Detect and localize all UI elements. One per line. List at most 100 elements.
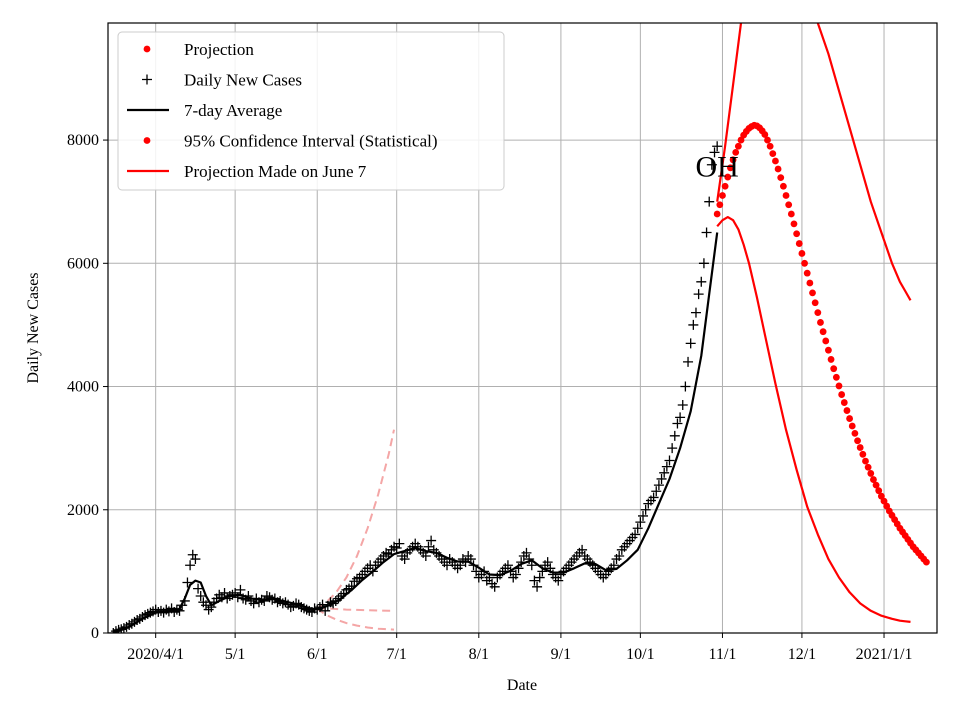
data-point xyxy=(777,174,785,182)
y-tick-label: 0 xyxy=(91,625,99,642)
data-point xyxy=(214,589,225,600)
data-point xyxy=(108,628,119,633)
data-point xyxy=(793,230,801,238)
data-point xyxy=(216,592,227,603)
data-point xyxy=(264,592,275,603)
data-point xyxy=(230,587,241,598)
data-point xyxy=(325,597,336,608)
data-point xyxy=(696,276,707,287)
data-point xyxy=(721,182,729,190)
data-point xyxy=(129,616,140,627)
data-point xyxy=(235,584,246,595)
data-point xyxy=(734,142,742,150)
data-point xyxy=(838,391,846,398)
x-tick-label: 12/1 xyxy=(788,646,816,663)
x-axis: 2020/4/1 5/1 6/1 7/1 8/1 9/1 10/1 11/1 12/1 2021/… xyxy=(127,633,912,663)
data-point xyxy=(200,600,211,611)
data-point xyxy=(171,604,182,615)
data-point xyxy=(712,141,723,152)
legend-entry: Projection Made on June 7 xyxy=(127,162,367,181)
data-point xyxy=(232,592,243,603)
data-point xyxy=(177,600,188,611)
data-point xyxy=(465,554,476,565)
data-point xyxy=(187,549,198,560)
data-point xyxy=(785,201,793,209)
data-point xyxy=(280,597,291,608)
data-point xyxy=(830,365,838,373)
data-point xyxy=(502,560,513,571)
data-point xyxy=(118,623,129,633)
data-point xyxy=(798,250,806,257)
data-point xyxy=(648,492,659,503)
legend-entry: Daily New Cases xyxy=(142,71,302,90)
data-point xyxy=(336,591,347,602)
data-point xyxy=(669,430,680,441)
data-point xyxy=(206,602,217,613)
data-point xyxy=(126,618,137,629)
data-point xyxy=(394,538,405,549)
data-point xyxy=(848,422,856,430)
data-point xyxy=(195,591,206,602)
data-point xyxy=(656,473,667,484)
data-point xyxy=(351,573,362,584)
data-point xyxy=(479,566,490,577)
data-point xyxy=(795,240,803,247)
data-point xyxy=(349,576,360,587)
data-point xyxy=(772,157,779,165)
data-point xyxy=(779,182,787,190)
data-point xyxy=(521,547,532,558)
data-point xyxy=(688,319,699,330)
data-point xyxy=(840,399,848,406)
data-point xyxy=(542,557,553,568)
y-tick-label: 4000 xyxy=(67,379,99,396)
data-point xyxy=(227,589,238,600)
series-projection-made-on-june-7 xyxy=(316,429,395,610)
data-point xyxy=(259,595,270,606)
data-point xyxy=(706,159,717,170)
data-point xyxy=(809,289,816,297)
data-point xyxy=(110,626,121,633)
data-point xyxy=(301,604,312,615)
data-point xyxy=(391,542,402,553)
data-point xyxy=(174,605,185,616)
data-point xyxy=(727,164,734,172)
data-point xyxy=(667,443,678,454)
x-tick-label: 5/1 xyxy=(225,646,245,663)
legend-entry: 95% Confidence Interval (Statistical) xyxy=(143,132,438,151)
y-axis: 0 2000 4000 6000 8000 xyxy=(67,132,108,642)
data-point xyxy=(455,560,466,571)
x-tick-label: 11/1 xyxy=(709,646,737,663)
data-point xyxy=(761,131,769,138)
data-point xyxy=(664,455,675,466)
data-point xyxy=(137,611,148,622)
data-point xyxy=(685,338,696,349)
annotation-label: OH xyxy=(695,151,738,184)
data-point xyxy=(923,558,930,566)
data-point xyxy=(367,566,378,577)
data-point xyxy=(719,192,726,199)
data-point xyxy=(304,605,315,616)
data-point xyxy=(817,319,824,326)
data-point xyxy=(293,599,304,610)
data-point xyxy=(224,591,235,602)
data-point xyxy=(238,593,249,604)
data-point xyxy=(193,583,204,594)
data-point xyxy=(769,150,777,158)
series-projection xyxy=(713,121,930,566)
data-point xyxy=(854,437,861,445)
data-point xyxy=(253,597,264,608)
data-point xyxy=(526,560,537,571)
x-tick-label: 9/1 xyxy=(551,646,571,663)
data-point xyxy=(285,602,296,613)
data-point xyxy=(277,598,288,609)
data-point xyxy=(803,269,811,277)
data-point xyxy=(296,602,307,613)
data-point xyxy=(288,600,299,611)
data-point xyxy=(341,584,352,595)
data-point xyxy=(811,299,819,307)
data-point xyxy=(787,210,795,218)
data-point xyxy=(317,599,328,610)
data-point xyxy=(680,381,691,392)
data-point xyxy=(690,307,701,318)
data-point xyxy=(420,550,431,561)
